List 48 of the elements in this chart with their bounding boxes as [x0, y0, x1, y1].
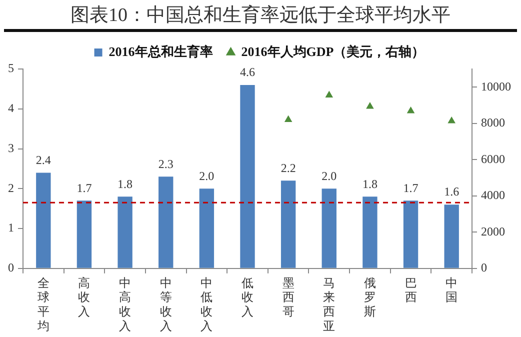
legend-label: 2016年总和生育率 — [108, 44, 213, 59]
data-label: 4.6 — [240, 65, 255, 80]
bar — [444, 204, 459, 268]
y2-tick-label: 2000 — [481, 224, 505, 238]
y-tick-label: 5 — [8, 61, 14, 76]
x-tick-label: 马来西亚 — [323, 276, 336, 333]
x-tick-label: 中高收入 — [119, 276, 132, 333]
bar — [158, 176, 174, 268]
data-label: 2.0 — [322, 168, 337, 183]
bar — [118, 196, 132, 268]
bar — [36, 172, 51, 268]
data-label: 2.0 — [199, 168, 214, 183]
y-tick-label: 0 — [8, 260, 14, 275]
bar — [322, 188, 336, 268]
x-tick-label: 中等收入 — [160, 276, 172, 333]
x-tick-label: 中国 — [446, 276, 458, 304]
y2-tick-label: 4000 — [481, 188, 505, 202]
legend-label: 2016年人均GDP（美元，右轴） — [241, 44, 425, 59]
data-label: 1.6 — [444, 184, 460, 199]
data-label: 2.2 — [280, 160, 296, 175]
data-label: 1.8 — [362, 176, 378, 191]
y2-tick-label: 0 — [481, 260, 487, 275]
bar — [240, 84, 255, 268]
x-tick-label: 俄罗斯 — [364, 276, 376, 319]
data-label: 2.3 — [158, 156, 174, 171]
bar — [76, 200, 92, 268]
y-tick-label: 2 — [8, 180, 14, 195]
y-tick-label: 1 — [8, 220, 14, 235]
y-tick-label: 3 — [8, 140, 14, 155]
x-tick-label: 低收入 — [242, 276, 254, 319]
x-tick-label: 墨西哥 — [282, 276, 294, 319]
y2-tick-label: 6000 — [481, 152, 505, 166]
x-tick-label: 巴西 — [404, 276, 417, 304]
y2-tick-label: 10000 — [481, 79, 511, 94]
y2-tick-label: 8000 — [481, 116, 505, 130]
x-tick-label: 高收入 — [78, 276, 90, 319]
data-label: 1.8 — [118, 176, 133, 191]
data-label: 1.7 — [403, 180, 418, 195]
chart-title: 图表10：中国总和生育率远低于全球平均水平 — [4, 2, 517, 32]
bar — [280, 180, 296, 268]
y-tick-label: 4 — [8, 101, 14, 116]
data-label: 1.7 — [76, 180, 92, 195]
bar — [199, 188, 214, 268]
data-label: 2.4 — [36, 152, 51, 167]
x-tick-label: 全球平均 — [36, 276, 50, 333]
bar — [403, 200, 418, 268]
x-tick-label: 中低收入 — [200, 276, 213, 333]
bar — [362, 196, 378, 268]
